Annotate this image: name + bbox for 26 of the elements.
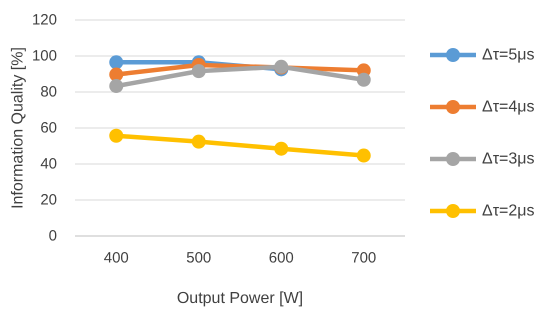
x-axis-title: Output Power [W] [176, 290, 304, 307]
y-tick-label: 120 [32, 12, 57, 28]
x-tick-label: 500 [186, 250, 212, 266]
point [192, 134, 206, 149]
y-tick-label: 0 [48, 228, 57, 244]
legend-label: Δτ=3μs [482, 150, 534, 168]
legend-label: Δτ=4μs [482, 98, 534, 116]
y-axis-title: Information Quality [%] [10, 47, 26, 209]
point [192, 64, 206, 78]
point [109, 68, 124, 82]
point [109, 128, 124, 143]
point [274, 142, 288, 156]
y-tick-label: 40 [40, 156, 57, 172]
y-tick-label: 20 [40, 192, 57, 208]
y-tick-label: 60 [40, 120, 57, 136]
x-tick-label: 700 [351, 250, 376, 266]
legend-label: Δτ=2μs [482, 202, 534, 220]
y-tick-label: 80 [40, 84, 57, 100]
y-tick-label: 100 [32, 48, 57, 64]
point [109, 79, 124, 94]
point [356, 72, 371, 87]
x-tick-label: 400 [104, 250, 129, 266]
point [356, 148, 371, 163]
x-tick-label: 600 [268, 250, 294, 266]
point [109, 55, 124, 70]
legend-label: Δτ=5μs [482, 46, 534, 64]
